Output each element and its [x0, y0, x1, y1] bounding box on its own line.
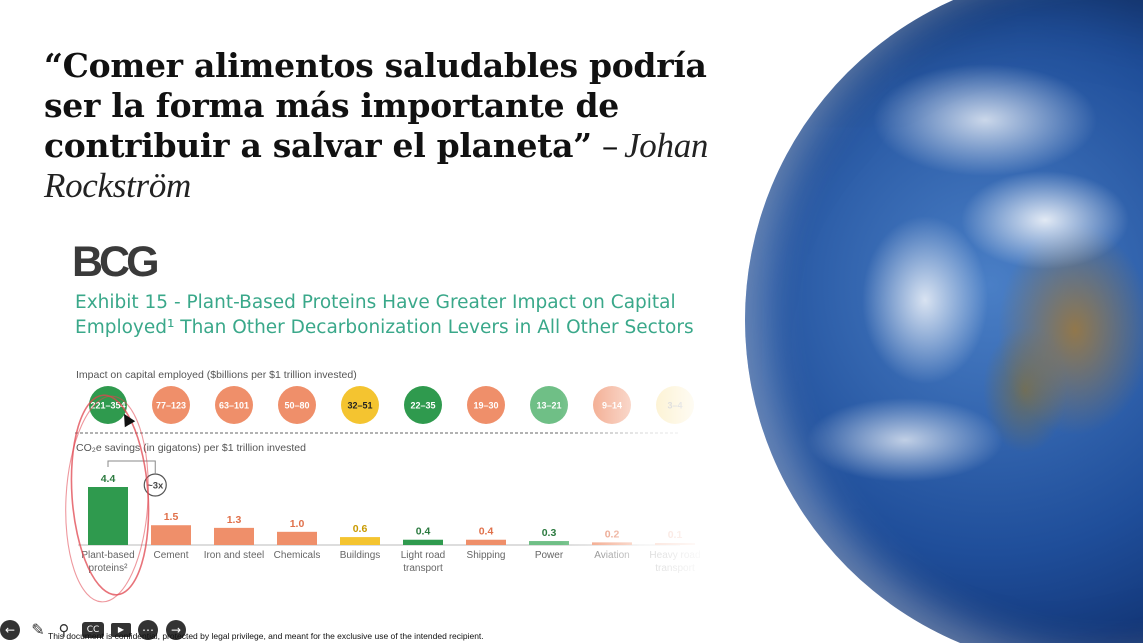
- pen-icon[interactable]: ✎: [31, 620, 45, 639]
- quote-dash: –: [601, 126, 619, 165]
- category-label: Chemicals: [274, 550, 321, 561]
- bar: [466, 539, 506, 545]
- bar-value-label: 0.1: [668, 529, 683, 541]
- capital-range-label: 63–101: [219, 401, 249, 411]
- arrow-right-icon[interactable]: →: [166, 620, 186, 640]
- category-label: Shipping: [467, 550, 506, 561]
- bar: [88, 487, 128, 545]
- bar: [529, 541, 569, 545]
- bar-value-label: 4.4: [101, 473, 116, 485]
- capital-circle: [215, 386, 253, 424]
- presentation-toolbar: ← ✎ ⚲ CC ▶ ⋯ →: [0, 620, 200, 642]
- capital-circle: [341, 386, 379, 424]
- category-label: Cement: [153, 550, 188, 561]
- category-label: Aviation: [594, 550, 629, 561]
- capital-range-label: 32–51: [347, 401, 372, 411]
- category-label: Buildings: [340, 550, 381, 561]
- bar-value-label: 1.3: [227, 514, 242, 526]
- capital-range-label: 9–14: [602, 401, 622, 411]
- capital-circle: [152, 386, 190, 424]
- multiplier-label: ~3x: [147, 481, 164, 492]
- capital-range-label: 3–4: [667, 401, 682, 411]
- co2-axis-label: CO₂e savings (in gigatons) per $1 trilli…: [76, 442, 306, 454]
- capital-range-label: 22–35: [410, 401, 435, 411]
- category-label: Plant-based: [81, 550, 134, 561]
- more-icon[interactable]: ⋯: [138, 620, 158, 640]
- slide-quote: “Comer alimentos saludables podría ser l…: [44, 46, 724, 206]
- category-label: Power: [535, 550, 564, 561]
- category-label: transport: [403, 563, 443, 574]
- category-label: Iron and steel: [204, 550, 265, 561]
- captions-icon[interactable]: CC: [82, 622, 104, 638]
- bar-value-label: 0.4: [416, 526, 431, 538]
- annotation-circle: [65, 395, 149, 603]
- bar: [214, 527, 254, 545]
- bar: [340, 537, 380, 545]
- category-label: Heavy road: [649, 550, 700, 561]
- category-label: transport: [655, 563, 695, 574]
- bar-value-label: 0.6: [353, 523, 368, 535]
- capital-axis-label: Impact on capital employed ($billions pe…: [76, 369, 357, 381]
- bar-value-label: 0.3: [542, 527, 557, 539]
- multiplier-bracket: [107, 460, 156, 474]
- capital-range-label: 13–21: [536, 401, 561, 411]
- bar-value-label: 0.2: [605, 528, 620, 540]
- confidentiality-notice: This document is confidential, protected…: [48, 631, 484, 641]
- capital-circle: [530, 386, 568, 424]
- bar: [277, 531, 317, 545]
- capital-range-label: 221–354: [90, 401, 125, 411]
- exhibit-title: Exhibit 15 - Plant-Based Proteins Have G…: [75, 292, 694, 338]
- search-icon[interactable]: ⚲: [58, 621, 70, 639]
- bar: [592, 542, 632, 545]
- video-icon[interactable]: ▶: [111, 623, 131, 637]
- bar-value-label: 1.0: [290, 518, 305, 530]
- arrow-left-icon[interactable]: ←: [0, 620, 20, 640]
- bar: [655, 543, 695, 545]
- bar-value-label: 0.4: [479, 526, 494, 538]
- exhibit-chart: 221–354 4.4 Plant-based proteins² 77–123 1.5 C…: [65, 386, 701, 603]
- category-label: Light road: [401, 550, 445, 561]
- capital-circle: [404, 386, 442, 424]
- capital-circle: [278, 386, 316, 424]
- capital-range-label: 19–30: [473, 401, 498, 411]
- capital-range-label: 50–80: [284, 401, 309, 411]
- bcg-logo: BCG: [72, 238, 160, 286]
- bar: [151, 525, 191, 545]
- quote-author: Johan Rockström: [44, 126, 709, 205]
- category-label: proteins²: [89, 563, 129, 574]
- capital-circle: [467, 386, 505, 424]
- quote-text: “Comer alimentos saludables podría ser l…: [44, 46, 707, 165]
- bar-value-label: 1.5: [164, 511, 179, 523]
- earth-image: [745, 0, 1143, 643]
- capital-range-label: 77–123: [156, 401, 186, 411]
- bar: [403, 539, 443, 545]
